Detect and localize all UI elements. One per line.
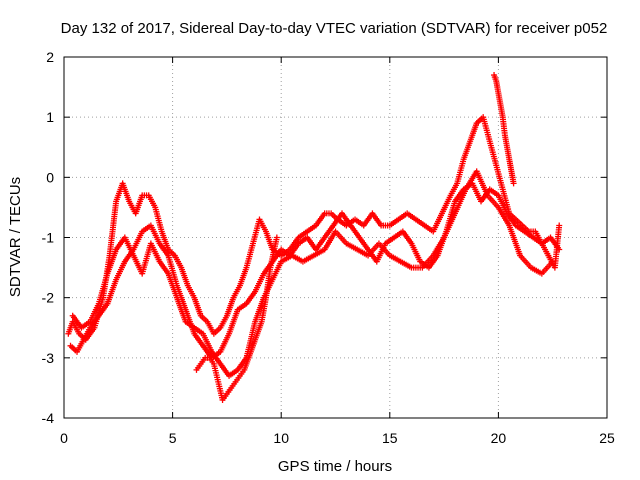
x-tick-label: 5 — [169, 430, 177, 446]
series-track-a — [65, 114, 563, 343]
data-point — [510, 180, 517, 187]
x-axis-label: GPS time / hours — [278, 458, 392, 475]
y-tick-label: -3 — [42, 350, 55, 366]
data-point — [556, 222, 563, 229]
y-tick-label: -2 — [42, 290, 55, 306]
x-tick-label: 0 — [60, 430, 68, 446]
data-point — [273, 234, 280, 241]
plot-frame — [63, 56, 608, 419]
series-track-e — [491, 72, 517, 187]
series-track-d — [193, 234, 280, 403]
grid — [64, 57, 607, 418]
chart-title: Day 132 of 2017, Sidereal Day-to-day VTE… — [61, 20, 608, 37]
x-tick-label: 20 — [491, 430, 507, 446]
y-tick-label: -4 — [42, 410, 55, 426]
y-axis-label: SDTVAR / TECUs — [7, 177, 24, 297]
y-tick-label: 1 — [46, 109, 54, 125]
x-tick-label: 10 — [273, 430, 289, 446]
x-tick-label: 25 — [599, 430, 615, 446]
y-tick-label: 2 — [46, 49, 54, 65]
y-tick-label: -1 — [42, 230, 55, 246]
x-tick-label: 15 — [382, 430, 398, 446]
data-point — [549, 258, 556, 265]
data-points — [65, 72, 563, 403]
y-tick-label: 0 — [46, 169, 54, 185]
series-track-c — [69, 168, 556, 379]
data-point — [556, 246, 563, 253]
